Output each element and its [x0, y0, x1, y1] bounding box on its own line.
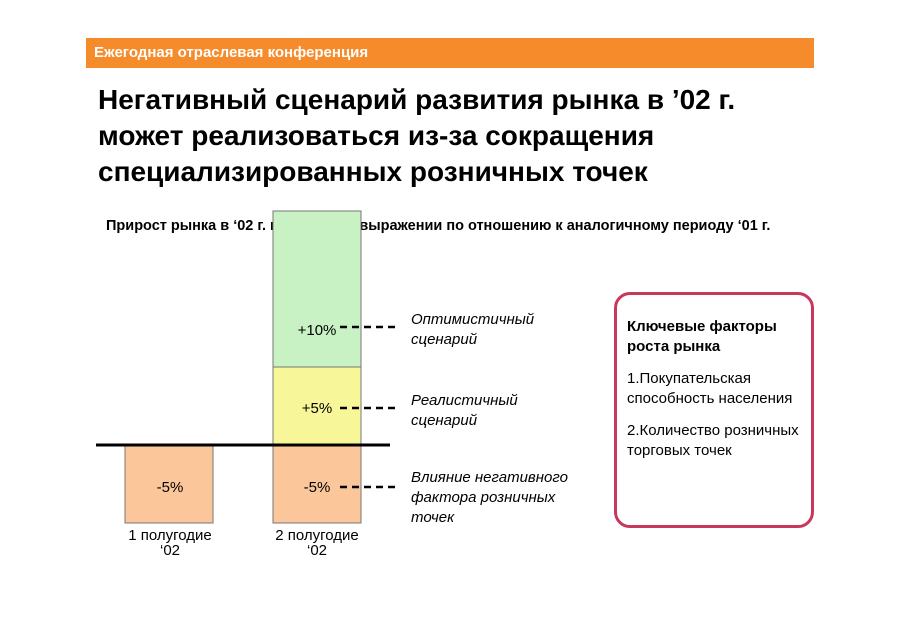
label-h2-optimistic: +10%: [298, 322, 337, 339]
x-label-h2-line1: 2 полугодие: [275, 527, 359, 544]
realistic-scenario-label: Реалистичный сценарий: [411, 392, 518, 429]
label-h2-negative: -5%: [304, 479, 331, 496]
key-factors-box: Ключевые факторы роста рынка 1.Покупател…: [614, 292, 814, 528]
key-factor-item-1: 1.Покупательская способность населения: [627, 370, 793, 407]
banner-text: Ежегодная отраслевая конференция: [94, 44, 369, 61]
chart-title: Прирост рынка в ‘02 г. в денежном выраже…: [106, 218, 771, 234]
slide-title: Негативный сценарий развития рынка в ’02…: [98, 84, 736, 187]
negative-factor-label: Влияние негативного фактора розничных то…: [411, 469, 568, 526]
optimistic-scenario-label: Оптимистичный сценарий: [411, 311, 535, 348]
key-factors-title: Ключевые факторы роста рынка: [627, 318, 777, 355]
x-label-h2-line2: ‘02: [306, 542, 328, 559]
bar-h1-negative: [124, 444, 214, 524]
x-label-h2: 2 полугодие ‘02: [262, 528, 372, 558]
label-h1-negative: -5%: [157, 479, 184, 496]
label-h2-realistic: +5%: [302, 400, 332, 417]
x-label-h1-line1: 1 полугодие: [128, 527, 212, 544]
key-factor-item-2: 2.Количество розничных торговых точек: [627, 422, 799, 459]
conference-banner: Ежегодная отраслевая конференция: [86, 38, 814, 68]
bar-h2-realistic: [272, 366, 362, 446]
x-label-h1-line2: ‘02: [159, 542, 181, 559]
x-label-h1: 1 полугодие ‘02: [115, 528, 225, 558]
bar-h2-negative: [272, 444, 362, 524]
bar-h2-optimistic: [272, 210, 362, 368]
